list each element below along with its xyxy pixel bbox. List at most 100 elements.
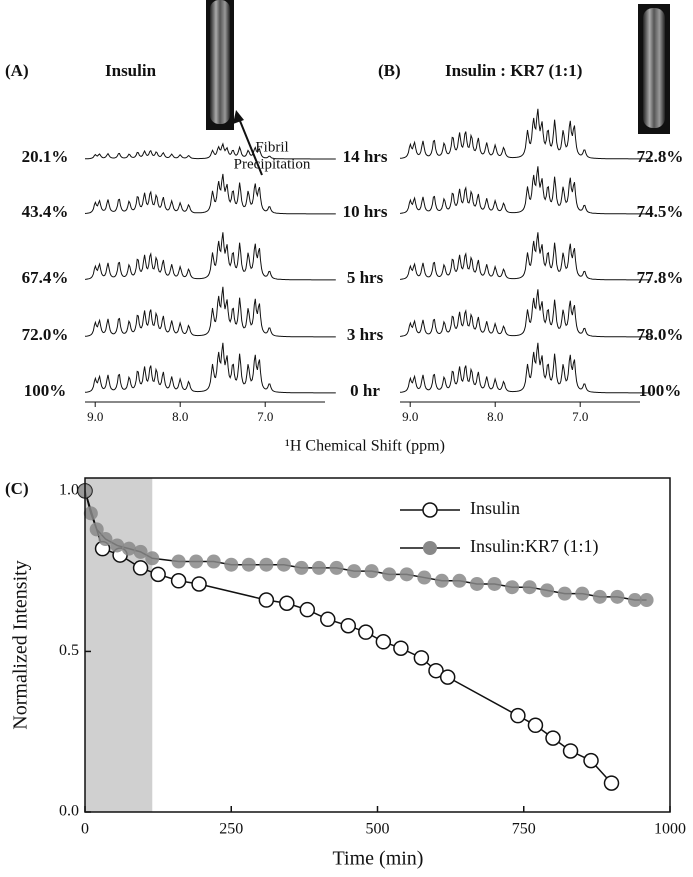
data-point xyxy=(603,775,620,791)
arrow-head xyxy=(233,110,244,124)
spectra-tick-label: 7.0 xyxy=(257,409,273,424)
data-point xyxy=(557,586,572,601)
panel-label: (A) xyxy=(5,61,29,80)
data-point xyxy=(583,752,599,769)
spectrum xyxy=(399,289,651,338)
data-point xyxy=(347,564,362,579)
data-point xyxy=(540,583,555,598)
data-point xyxy=(89,522,104,537)
data-point xyxy=(510,707,526,724)
data-point xyxy=(170,573,187,589)
spectrum xyxy=(85,142,336,160)
data-point xyxy=(364,564,379,579)
data-point xyxy=(452,573,467,588)
panel-title: Insulin : KR7 (1:1) xyxy=(445,61,582,80)
time-label: 10 hrs xyxy=(343,202,388,221)
axis-label: ¹H Chemical Shift (ppm) xyxy=(285,438,445,455)
fit-line xyxy=(84,490,613,784)
intensity-label: 100% xyxy=(24,381,67,400)
data-point xyxy=(189,554,204,569)
spectra-tick-label: 9.0 xyxy=(87,409,103,424)
data-point xyxy=(110,538,125,553)
data-point xyxy=(417,570,432,585)
time-label: 14 hrs xyxy=(343,147,388,166)
intensity-label: 100% xyxy=(639,381,682,400)
data-point xyxy=(276,557,291,572)
x-tick-label: 500 xyxy=(366,821,390,838)
intensity-label: 78.0% xyxy=(637,325,684,344)
x-tick-label: 750 xyxy=(512,821,536,838)
data-point xyxy=(133,544,148,559)
data-point xyxy=(610,589,625,604)
legend-label: Insulin:KR7 (1:1) xyxy=(470,536,599,557)
tube xyxy=(210,0,230,124)
data-point xyxy=(171,554,186,569)
data-point xyxy=(259,557,274,572)
data-point xyxy=(312,560,326,575)
legend-marker xyxy=(423,541,437,555)
intensity-label: 72.0% xyxy=(22,325,69,344)
data-point xyxy=(224,557,239,572)
time-label: 0 hr xyxy=(350,381,380,400)
legend-marker xyxy=(422,502,438,518)
spectrum xyxy=(84,286,336,338)
y-axis-label: Normalized Intensity xyxy=(10,560,32,729)
data-point xyxy=(382,567,397,582)
x-axis-label: Time (min) xyxy=(333,848,424,870)
data-point xyxy=(375,634,392,650)
data-point xyxy=(399,567,414,582)
y-tick-label: 0.0 xyxy=(59,803,79,820)
data-point xyxy=(428,662,444,679)
spectrum xyxy=(399,342,651,394)
spectrum xyxy=(84,173,336,215)
data-point xyxy=(145,551,160,566)
data-point xyxy=(191,576,207,592)
data-point xyxy=(639,593,654,608)
data-point xyxy=(487,576,502,591)
data-point xyxy=(299,601,316,618)
y-tick-label: 0.5 xyxy=(59,642,79,659)
data-point xyxy=(150,566,166,583)
data-point xyxy=(320,611,336,628)
panel-label: (C) xyxy=(5,479,29,498)
intensity-label: 74.5% xyxy=(637,202,684,221)
time-label: 3 hrs xyxy=(347,325,384,344)
data-point xyxy=(592,589,607,604)
data-point xyxy=(562,743,579,759)
annotation: Precipitation xyxy=(234,156,311,172)
spectrum xyxy=(399,232,651,281)
intensity-label: 67.4% xyxy=(22,268,69,287)
data-point xyxy=(469,576,484,591)
data-point xyxy=(434,573,449,588)
data-point xyxy=(121,541,136,556)
spectrum xyxy=(399,108,651,160)
data-point xyxy=(83,506,98,521)
intensity-label: 43.4% xyxy=(22,202,69,221)
tube xyxy=(643,8,665,128)
panel-label: (B) xyxy=(378,61,401,80)
data-point xyxy=(279,595,295,611)
data-point xyxy=(241,557,256,572)
data-point xyxy=(413,650,430,666)
x-tick-label: 1000 xyxy=(654,821,686,838)
data-point xyxy=(545,730,561,746)
data-point xyxy=(258,592,275,608)
data-point xyxy=(206,554,221,569)
legend-label: Insulin xyxy=(470,498,520,518)
intensity-label: 20.1% xyxy=(22,147,69,166)
spectrum xyxy=(399,166,651,215)
spectra-tick-label: 8.0 xyxy=(487,409,503,424)
data-point xyxy=(393,640,409,656)
spectra-tick-label: 7.0 xyxy=(572,409,588,424)
y-tick-label: 1.0 xyxy=(59,482,79,499)
x-tick-label: 250 xyxy=(219,821,243,838)
data-point xyxy=(575,586,590,601)
data-point xyxy=(98,532,113,547)
spectrum xyxy=(84,342,336,394)
data-point xyxy=(132,560,149,576)
data-point xyxy=(522,580,537,595)
time-label: 5 hrs xyxy=(347,268,384,287)
intensity-label: 77.8% xyxy=(637,268,684,287)
plot-frame xyxy=(84,477,671,813)
